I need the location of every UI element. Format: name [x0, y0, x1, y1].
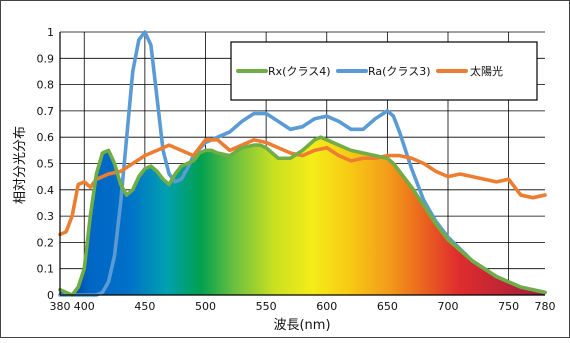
tick-labels: 0 0.1 0.2 0.3 0.4 0.5 0.6 0.7 0.8 0.9 1 380 400 450 50…	[37, 26, 556, 313]
series-line-2	[58, 138, 547, 237]
x-tick-label: 450	[134, 300, 155, 313]
y-tick-label: 0.2	[37, 236, 55, 249]
y-tick-label: 1	[47, 26, 54, 39]
legend-label-1: Ra(クラス3)	[368, 65, 431, 78]
y-tick-label: 0	[47, 289, 54, 302]
x-tick-label: 380	[50, 300, 71, 313]
x-tick-label: 750	[498, 300, 519, 313]
x-tick-label: 600	[316, 300, 337, 313]
y-tick-label: 0.4	[37, 184, 55, 197]
y-axis-title: 相対分光分布	[13, 126, 28, 204]
y-tick-label: 0.8	[37, 79, 55, 92]
y-tick-label: 0.6	[37, 131, 55, 144]
legend-label-2: 太陽光	[470, 64, 503, 78]
series-line-0	[58, 135, 547, 297]
legend-label-0: Rx(クラス4)	[268, 65, 331, 78]
axes	[59, 32, 545, 296]
series-lines	[58, 30, 547, 297]
y-tick-label: 0.5	[37, 158, 55, 171]
y-tick-label: 0.9	[37, 52, 55, 65]
legend-box	[230, 41, 538, 101]
x-tick-label: 400	[74, 300, 95, 313]
x-tick-label: 650	[377, 300, 398, 313]
y-tick-label: 0.3	[37, 210, 55, 223]
x-tick-label: 700	[438, 300, 459, 313]
y-tick-label: 0.1	[37, 263, 55, 276]
x-tick-label: 780	[535, 300, 556, 313]
y-tick-label: 0.7	[37, 105, 55, 118]
legend: Rx(クラス4) Ra(クラス3) 太陽光	[230, 41, 538, 101]
x-tick-label: 500	[195, 300, 216, 313]
x-axis-title: 波長(nm)	[273, 318, 330, 333]
x-tick-label: 550	[256, 300, 277, 313]
